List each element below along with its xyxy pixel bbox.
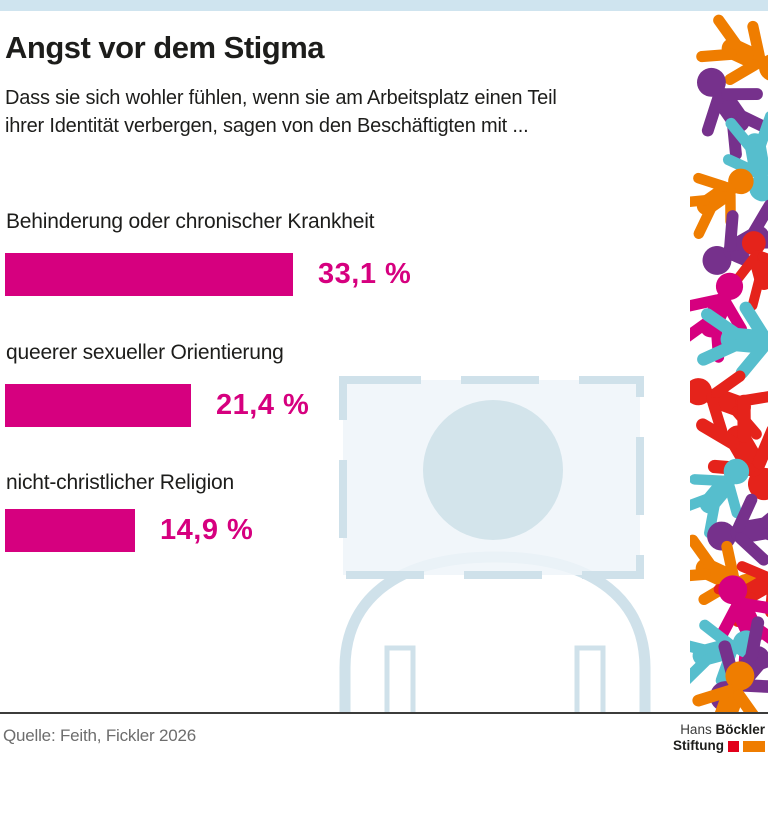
person-head — [423, 400, 563, 540]
logo-orange-rect-icon — [743, 740, 765, 752]
logo-text-hans: Hans — [680, 722, 712, 737]
top-accent-strip — [0, 0, 768, 11]
bar-label-disability: Behinderung oder chronischer Krankheit — [6, 210, 375, 233]
bar-value-religion: 14,9 % — [160, 514, 254, 546]
logo-text-boeckler: Böckler — [715, 722, 765, 737]
bar-queer — [5, 384, 191, 427]
logo-line-2: Stiftung — [673, 738, 765, 754]
logo-line-1: Hans Böckler — [673, 722, 765, 738]
subtitle-line-1: Dass sie sich wohler fühlen, wenn sie am… — [5, 87, 557, 109]
bar-row-queer: 21,4 % — [5, 384, 309, 427]
person-strap-left — [384, 645, 416, 712]
subtitle-line-2: ihrer Identität verbergen, sagen von den… — [5, 115, 529, 137]
page-subtitle: Dass sie sich wohler fühlen, wenn sie am… — [5, 84, 557, 140]
bar-row-religion: 14,9 % — [5, 509, 253, 552]
bar-value-disability: 33,1 % — [318, 258, 412, 290]
footer-divider — [0, 712, 768, 714]
bar-religion — [5, 509, 135, 552]
page-title: Angst vor dem Stigma — [5, 30, 325, 65]
source-note: Quelle: Feith, Fickler 2026 — [3, 726, 197, 745]
bar-row-disability: 33,1 % — [5, 253, 411, 296]
logo-red-square-icon — [728, 740, 739, 752]
logo-text-stiftung: Stiftung — [673, 738, 724, 753]
person-strap-right — [574, 645, 606, 712]
bar-label-queer: queerer sexueller Orientierung — [6, 341, 284, 364]
people-crowd-illustration — [690, 11, 768, 712]
bar-label-religion: nicht-christlicher Religion — [6, 471, 235, 494]
bar-disability — [5, 253, 293, 296]
hans-boeckler-stiftung-logo: Hans Böckler Stiftung — [673, 722, 765, 754]
bar-value-queer: 21,4 % — [216, 389, 310, 421]
hidden-person-illustration — [339, 376, 651, 712]
